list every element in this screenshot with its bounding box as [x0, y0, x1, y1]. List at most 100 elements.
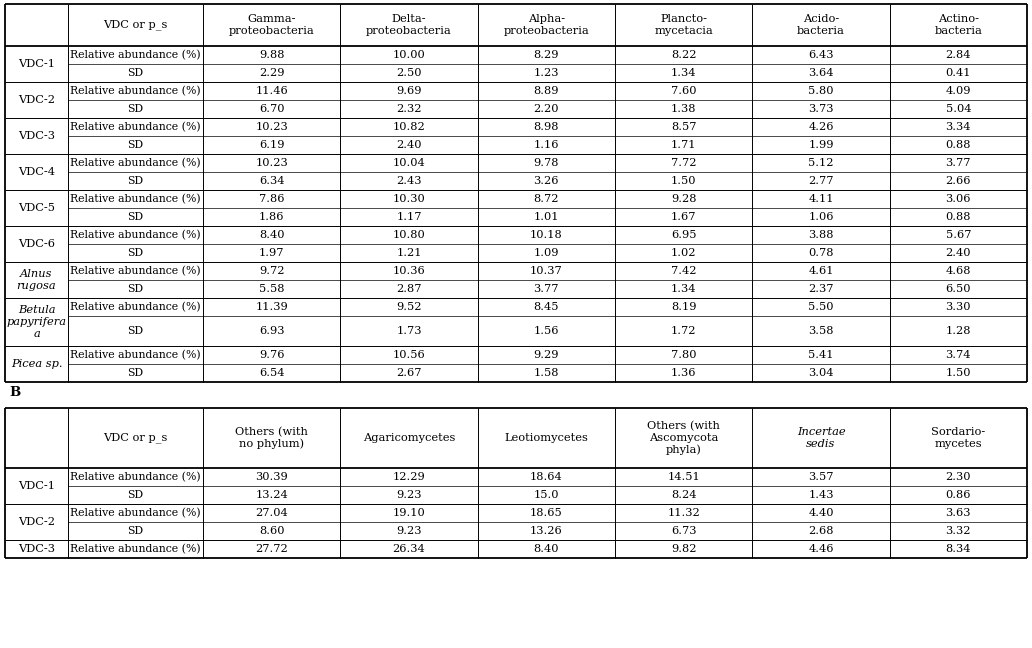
Text: 10.80: 10.80 — [392, 230, 425, 240]
Text: 4.09: 4.09 — [945, 86, 971, 96]
Text: 13.24: 13.24 — [255, 490, 288, 500]
Text: Acido-
bacteria: Acido- bacteria — [797, 14, 845, 36]
Text: 3.57: 3.57 — [808, 472, 834, 482]
Text: 0.41: 0.41 — [945, 68, 971, 78]
Text: Relative abundance (%): Relative abundance (%) — [70, 472, 201, 482]
Text: 9.76: 9.76 — [259, 350, 285, 360]
Text: 18.64: 18.64 — [530, 472, 562, 482]
Text: 2.68: 2.68 — [808, 526, 834, 536]
Text: VDC-3: VDC-3 — [18, 131, 55, 141]
Text: 8.19: 8.19 — [671, 302, 697, 312]
Text: 7.80: 7.80 — [671, 350, 697, 360]
Text: 1.28: 1.28 — [945, 326, 971, 336]
Text: 27.04: 27.04 — [255, 508, 288, 518]
Text: 1.02: 1.02 — [671, 248, 697, 258]
Text: 1.38: 1.38 — [671, 104, 697, 114]
Text: 15.0: 15.0 — [534, 490, 559, 500]
Text: Relative abundance (%): Relative abundance (%) — [70, 194, 201, 204]
Text: 6.34: 6.34 — [259, 176, 285, 186]
Text: SD: SD — [127, 212, 143, 222]
Text: 9.78: 9.78 — [534, 158, 559, 168]
Text: 3.77: 3.77 — [945, 158, 971, 168]
Text: 0.78: 0.78 — [808, 248, 834, 258]
Text: 9.82: 9.82 — [671, 544, 697, 554]
Text: 4.68: 4.68 — [945, 266, 971, 276]
Text: Relative abundance (%): Relative abundance (%) — [70, 122, 201, 132]
Text: 10.23: 10.23 — [255, 122, 288, 132]
Text: 8.29: 8.29 — [534, 50, 559, 60]
Text: Agaricomycetes: Agaricomycetes — [363, 433, 455, 443]
Text: 8.24: 8.24 — [671, 490, 697, 500]
Text: Relative abundance (%): Relative abundance (%) — [70, 158, 201, 168]
Text: 7.60: 7.60 — [671, 86, 697, 96]
Text: Relative abundance (%): Relative abundance (%) — [70, 86, 201, 96]
Text: 2.77: 2.77 — [808, 176, 834, 186]
Text: 3.06: 3.06 — [945, 194, 971, 204]
Text: Alnus
rugosa: Alnus rugosa — [17, 269, 57, 291]
Text: 8.57: 8.57 — [671, 122, 697, 132]
Text: 6.19: 6.19 — [259, 140, 285, 150]
Text: 26.34: 26.34 — [392, 544, 425, 554]
Text: 5.58: 5.58 — [259, 284, 285, 294]
Text: 5.41: 5.41 — [808, 350, 834, 360]
Text: Relative abundance (%): Relative abundance (%) — [70, 350, 201, 360]
Text: 2.66: 2.66 — [945, 176, 971, 186]
Text: 3.63: 3.63 — [945, 508, 971, 518]
Text: 3.64: 3.64 — [808, 68, 834, 78]
Text: 7.86: 7.86 — [259, 194, 285, 204]
Text: 1.34: 1.34 — [671, 284, 697, 294]
Text: 9.29: 9.29 — [534, 350, 559, 360]
Text: 14.51: 14.51 — [668, 472, 700, 482]
Text: 1.56: 1.56 — [534, 326, 559, 336]
Text: 1.73: 1.73 — [396, 326, 422, 336]
Text: 8.98: 8.98 — [534, 122, 559, 132]
Text: Leotiomycetes: Leotiomycetes — [505, 433, 588, 443]
Text: B: B — [9, 386, 21, 400]
Text: 3.73: 3.73 — [808, 104, 834, 114]
Text: 3.58: 3.58 — [808, 326, 834, 336]
Text: 9.52: 9.52 — [396, 302, 422, 312]
Text: 12.29: 12.29 — [392, 472, 425, 482]
Text: 2.43: 2.43 — [396, 176, 422, 186]
Text: 9.69: 9.69 — [396, 86, 422, 96]
Text: 18.65: 18.65 — [530, 508, 562, 518]
Text: 10.23: 10.23 — [255, 158, 288, 168]
Text: Sordario-
mycetes: Sordario- mycetes — [931, 427, 986, 449]
Text: 3.26: 3.26 — [534, 176, 559, 186]
Text: 8.60: 8.60 — [259, 526, 285, 536]
Text: 1.06: 1.06 — [808, 212, 834, 222]
Text: VDC-2: VDC-2 — [18, 95, 55, 105]
Text: Relative abundance (%): Relative abundance (%) — [70, 230, 201, 240]
Text: 2.67: 2.67 — [396, 368, 422, 378]
Text: Picea sp.: Picea sp. — [10, 359, 62, 369]
Text: Gamma-
proteobacteria: Gamma- proteobacteria — [229, 14, 315, 36]
Text: 1.97: 1.97 — [259, 248, 285, 258]
Text: SD: SD — [127, 490, 143, 500]
Text: SD: SD — [127, 284, 143, 294]
Text: Relative abundance (%): Relative abundance (%) — [70, 302, 201, 312]
Text: 13.26: 13.26 — [530, 526, 562, 536]
Text: Betula
papyrifera
a: Betula papyrifera a — [6, 305, 66, 339]
Text: Alpha-
proteobacteria: Alpha- proteobacteria — [504, 14, 589, 36]
Text: Others (with
no phylum): Others (with no phylum) — [235, 426, 309, 449]
Text: 1.67: 1.67 — [671, 212, 697, 222]
Text: 1.36: 1.36 — [671, 368, 697, 378]
Text: SD: SD — [127, 176, 143, 186]
Text: Incertae
sedis: Incertae sedis — [797, 427, 845, 449]
Text: VDC or p_s: VDC or p_s — [103, 433, 167, 443]
Text: Delta-
proteobacteria: Delta- proteobacteria — [366, 14, 452, 36]
Text: VDC-1: VDC-1 — [18, 59, 55, 69]
Text: 3.30: 3.30 — [945, 302, 971, 312]
Text: 6.93: 6.93 — [259, 326, 285, 336]
Text: 2.40: 2.40 — [945, 248, 971, 258]
Text: 8.72: 8.72 — [534, 194, 559, 204]
Text: SD: SD — [127, 526, 143, 536]
Text: 5.12: 5.12 — [808, 158, 834, 168]
Text: Others (with
Ascomycota
phyla): Others (with Ascomycota phyla) — [647, 421, 720, 455]
Text: 3.77: 3.77 — [534, 284, 559, 294]
Text: 9.72: 9.72 — [259, 266, 285, 276]
Text: 1.21: 1.21 — [396, 248, 422, 258]
Text: 2.84: 2.84 — [945, 50, 971, 60]
Text: 6.43: 6.43 — [808, 50, 834, 60]
Text: 1.99: 1.99 — [808, 140, 834, 150]
